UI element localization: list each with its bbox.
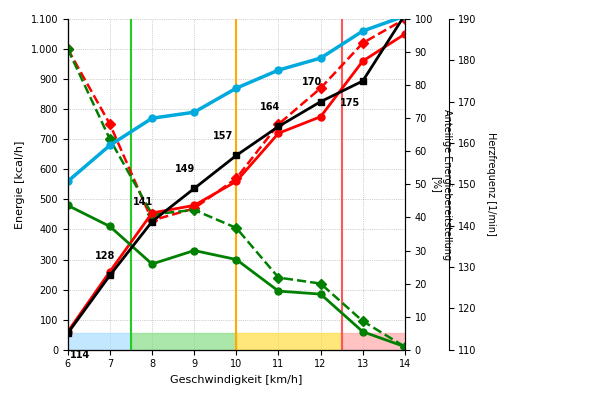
Text: 157: 157 xyxy=(213,131,233,141)
X-axis label: Geschwindigkeit [km/h]: Geschwindigkeit [km/h] xyxy=(170,375,302,385)
Y-axis label: Anteilige Energiebereitstellung
[%]: Anteilige Energiebereitstellung [%] xyxy=(431,109,452,260)
Bar xyxy=(131,333,236,350)
Bar xyxy=(68,333,131,350)
Text: 164: 164 xyxy=(260,102,280,112)
Bar xyxy=(341,333,405,350)
Text: 191: 191 xyxy=(0,399,1,400)
Text: 175: 175 xyxy=(340,98,360,108)
Text: 114: 114 xyxy=(70,350,90,360)
Y-axis label: Energie [kcal/h]: Energie [kcal/h] xyxy=(15,140,25,228)
Text: 128: 128 xyxy=(95,251,116,261)
Text: 170: 170 xyxy=(302,77,322,87)
Bar xyxy=(236,333,341,350)
Text: 149: 149 xyxy=(175,164,196,174)
Y-axis label: Herzfrequenz [1/min]: Herzfrequenz [1/min] xyxy=(487,132,496,236)
Text: 141: 141 xyxy=(133,197,154,207)
